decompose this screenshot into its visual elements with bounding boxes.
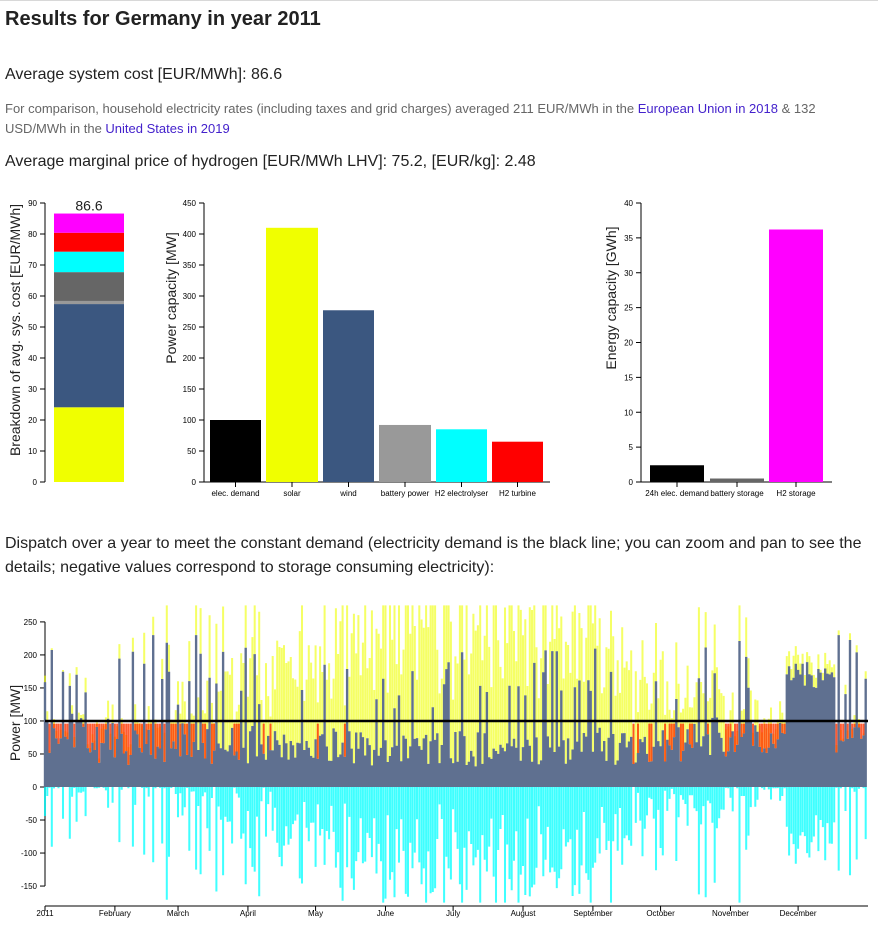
power-bar bbox=[210, 420, 261, 482]
cost-y-tick-label: 20 bbox=[28, 416, 37, 425]
power-y-tick-label: 50 bbox=[187, 447, 196, 456]
comparison-note: For comparison, household electricity ra… bbox=[5, 99, 875, 139]
cost-y-tick-label: 60 bbox=[28, 292, 37, 301]
power-x-tick-label: wind bbox=[339, 489, 356, 498]
dispatch-x-tick-label: November bbox=[712, 909, 749, 918]
energy-x-tick-label: battery storage bbox=[710, 489, 764, 498]
power-y-tick-label: 350 bbox=[183, 261, 197, 270]
power-capacity-chart: 0 50 100 150 200 250 300 350 400 450 Power capacit… bbox=[163, 199, 550, 498]
energy-y-axis-label: Energy capacity [GWh] bbox=[603, 226, 619, 369]
energy-y-tick-label: 25 bbox=[624, 304, 633, 313]
cost-breakdown-chart: 0 10 20 30 40 50 60 70 80 90 Breakdown of avg. sys… bbox=[7, 198, 124, 487]
energy-x-tick-label: H2 storage bbox=[776, 489, 816, 498]
power-y-tick-label: 300 bbox=[183, 292, 197, 301]
power-x-tick-label: H2 turbine bbox=[499, 489, 536, 498]
power-y-tick-label: 200 bbox=[183, 354, 197, 363]
cost-y-tick-label: 30 bbox=[28, 385, 37, 394]
energy-y-tick-label: 35 bbox=[624, 234, 633, 243]
power-y-axis-label: Power capacity [MW] bbox=[163, 232, 179, 363]
cost-segment bbox=[54, 213, 124, 233]
power-y-tick-label: 250 bbox=[183, 323, 197, 332]
dispatch-description: Dispatch over a year to meet the constan… bbox=[5, 535, 862, 576]
cost-y-tick-label: 10 bbox=[28, 447, 37, 456]
cost-segment bbox=[54, 272, 124, 301]
dispatch-y-tick-label: 150 bbox=[24, 684, 38, 693]
power-bar bbox=[492, 441, 543, 482]
energy-y-tick-label: 0 bbox=[629, 478, 634, 487]
hydrogen-price: Average marginal price of hydrogen [EUR/… bbox=[5, 153, 536, 170]
dispatch-y-tick-label: -100 bbox=[21, 849, 38, 858]
dispatch-y-tick-label: 250 bbox=[24, 618, 38, 627]
cost-y-tick-label: 70 bbox=[28, 261, 37, 270]
cost-y-tick-label: 40 bbox=[28, 354, 37, 363]
power-x-tick-label: elec. demand bbox=[211, 489, 259, 498]
power-bar bbox=[266, 227, 318, 482]
dispatch-x-tick-label: December bbox=[780, 909, 817, 918]
cost-segment bbox=[54, 232, 124, 252]
dispatch-y-tick-label: 100 bbox=[24, 717, 38, 726]
dispatch-x-tick-label: February bbox=[99, 909, 131, 918]
cost-total-label: 86.6 bbox=[75, 198, 102, 214]
energy-bar bbox=[710, 478, 764, 482]
power-x-tick-label: H2 electrolyser bbox=[435, 489, 489, 498]
cost-segment bbox=[54, 304, 124, 408]
european-union-link[interactable]: European Union in 2018 bbox=[637, 101, 778, 116]
dispatch-y-axis-label: Power [MW] bbox=[7, 685, 23, 761]
cost-y-tick-label: 90 bbox=[28, 199, 37, 208]
energy-x-tick-label: 24h elec. demand bbox=[645, 489, 709, 498]
power-y-tick-label: 150 bbox=[183, 385, 197, 394]
dispatch-x-tick-label: September bbox=[573, 909, 612, 918]
energy-y-tick-label: 10 bbox=[624, 408, 633, 417]
cost-segment bbox=[54, 300, 124, 305]
average-system-cost: Average system cost [EUR/MWh]: 86.6 bbox=[5, 66, 283, 83]
cost-y-tick-label: 50 bbox=[28, 323, 37, 332]
dispatch-x-tick-label: July bbox=[446, 909, 460, 918]
energy-y-tick-label: 30 bbox=[624, 269, 633, 278]
power-bar bbox=[436, 429, 487, 482]
dispatch-y-tick-label: 50 bbox=[28, 750, 37, 759]
note-text-1: For comparison, household electricity ra… bbox=[5, 101, 638, 116]
cost-segment bbox=[54, 251, 124, 273]
dispatch-x-tick-label: 2011 bbox=[36, 909, 54, 918]
energy-capacity-chart: 0 5 10 15 20 25 30 35 40 Energy capacity [GWh] 24h… bbox=[603, 199, 832, 498]
dispatch-y-tick-label: 0 bbox=[33, 783, 38, 792]
top-divider bbox=[0, 0, 878, 1]
cost-y-tick-label: 80 bbox=[28, 230, 37, 239]
dispatch-x-tick-label: October bbox=[646, 909, 675, 918]
energy-bar bbox=[650, 465, 704, 482]
energy-bar bbox=[769, 229, 823, 482]
power-x-tick-label: solar bbox=[283, 489, 301, 498]
united-states-link[interactable]: United States in 2019 bbox=[105, 121, 230, 136]
power-y-tick-label: 100 bbox=[183, 416, 197, 425]
dispatch-chart[interactable]: -150 -100 -50 0 50 100 150 200 250 Power [MW] 2011… bbox=[0, 590, 878, 925]
dispatch-y-tick-label: 200 bbox=[24, 651, 38, 660]
dispatch-y-tick-label: -150 bbox=[21, 882, 38, 891]
energy-y-tick-label: 20 bbox=[624, 339, 633, 348]
note-text-2: & 132 USD/MWh in the bbox=[5, 101, 816, 136]
dispatch-x-tick-label: August bbox=[511, 909, 537, 918]
dispatch-x-tick-label: March bbox=[167, 909, 189, 918]
power-y-tick-label: 0 bbox=[192, 478, 197, 487]
cost-y-tick-label: 0 bbox=[33, 478, 38, 487]
dispatch-y-tick-label: -50 bbox=[25, 816, 37, 825]
cost-segment bbox=[54, 407, 124, 482]
energy-y-tick-label: 15 bbox=[624, 373, 633, 382]
dispatch-x-tick-label: May bbox=[308, 909, 323, 918]
energy-y-tick-label: 5 bbox=[629, 443, 634, 452]
power-x-tick-label: battery power bbox=[381, 489, 430, 498]
wind-generation-area bbox=[43, 635, 867, 787]
energy-y-tick-label: 40 bbox=[624, 199, 633, 208]
power-y-tick-label: 450 bbox=[183, 199, 197, 208]
h2-turbine-generation-area bbox=[48, 723, 865, 765]
page-title: Results for Germany in year 2011 bbox=[5, 8, 321, 30]
electrolyser-consumption-area bbox=[43, 787, 867, 903]
cost-y-axis-label: Breakdown of avg. sys. cost [EUR/MWh] bbox=[7, 204, 23, 456]
power-bar bbox=[379, 424, 431, 482]
dispatch-x-tick-label: June bbox=[377, 909, 395, 918]
power-bar bbox=[323, 310, 374, 482]
power-y-tick-label: 400 bbox=[183, 230, 197, 239]
dispatch-x-tick-label: April bbox=[240, 909, 256, 918]
